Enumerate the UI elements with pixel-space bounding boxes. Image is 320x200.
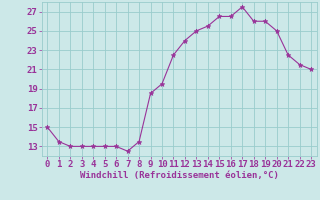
X-axis label: Windchill (Refroidissement éolien,°C): Windchill (Refroidissement éolien,°C): [80, 171, 279, 180]
